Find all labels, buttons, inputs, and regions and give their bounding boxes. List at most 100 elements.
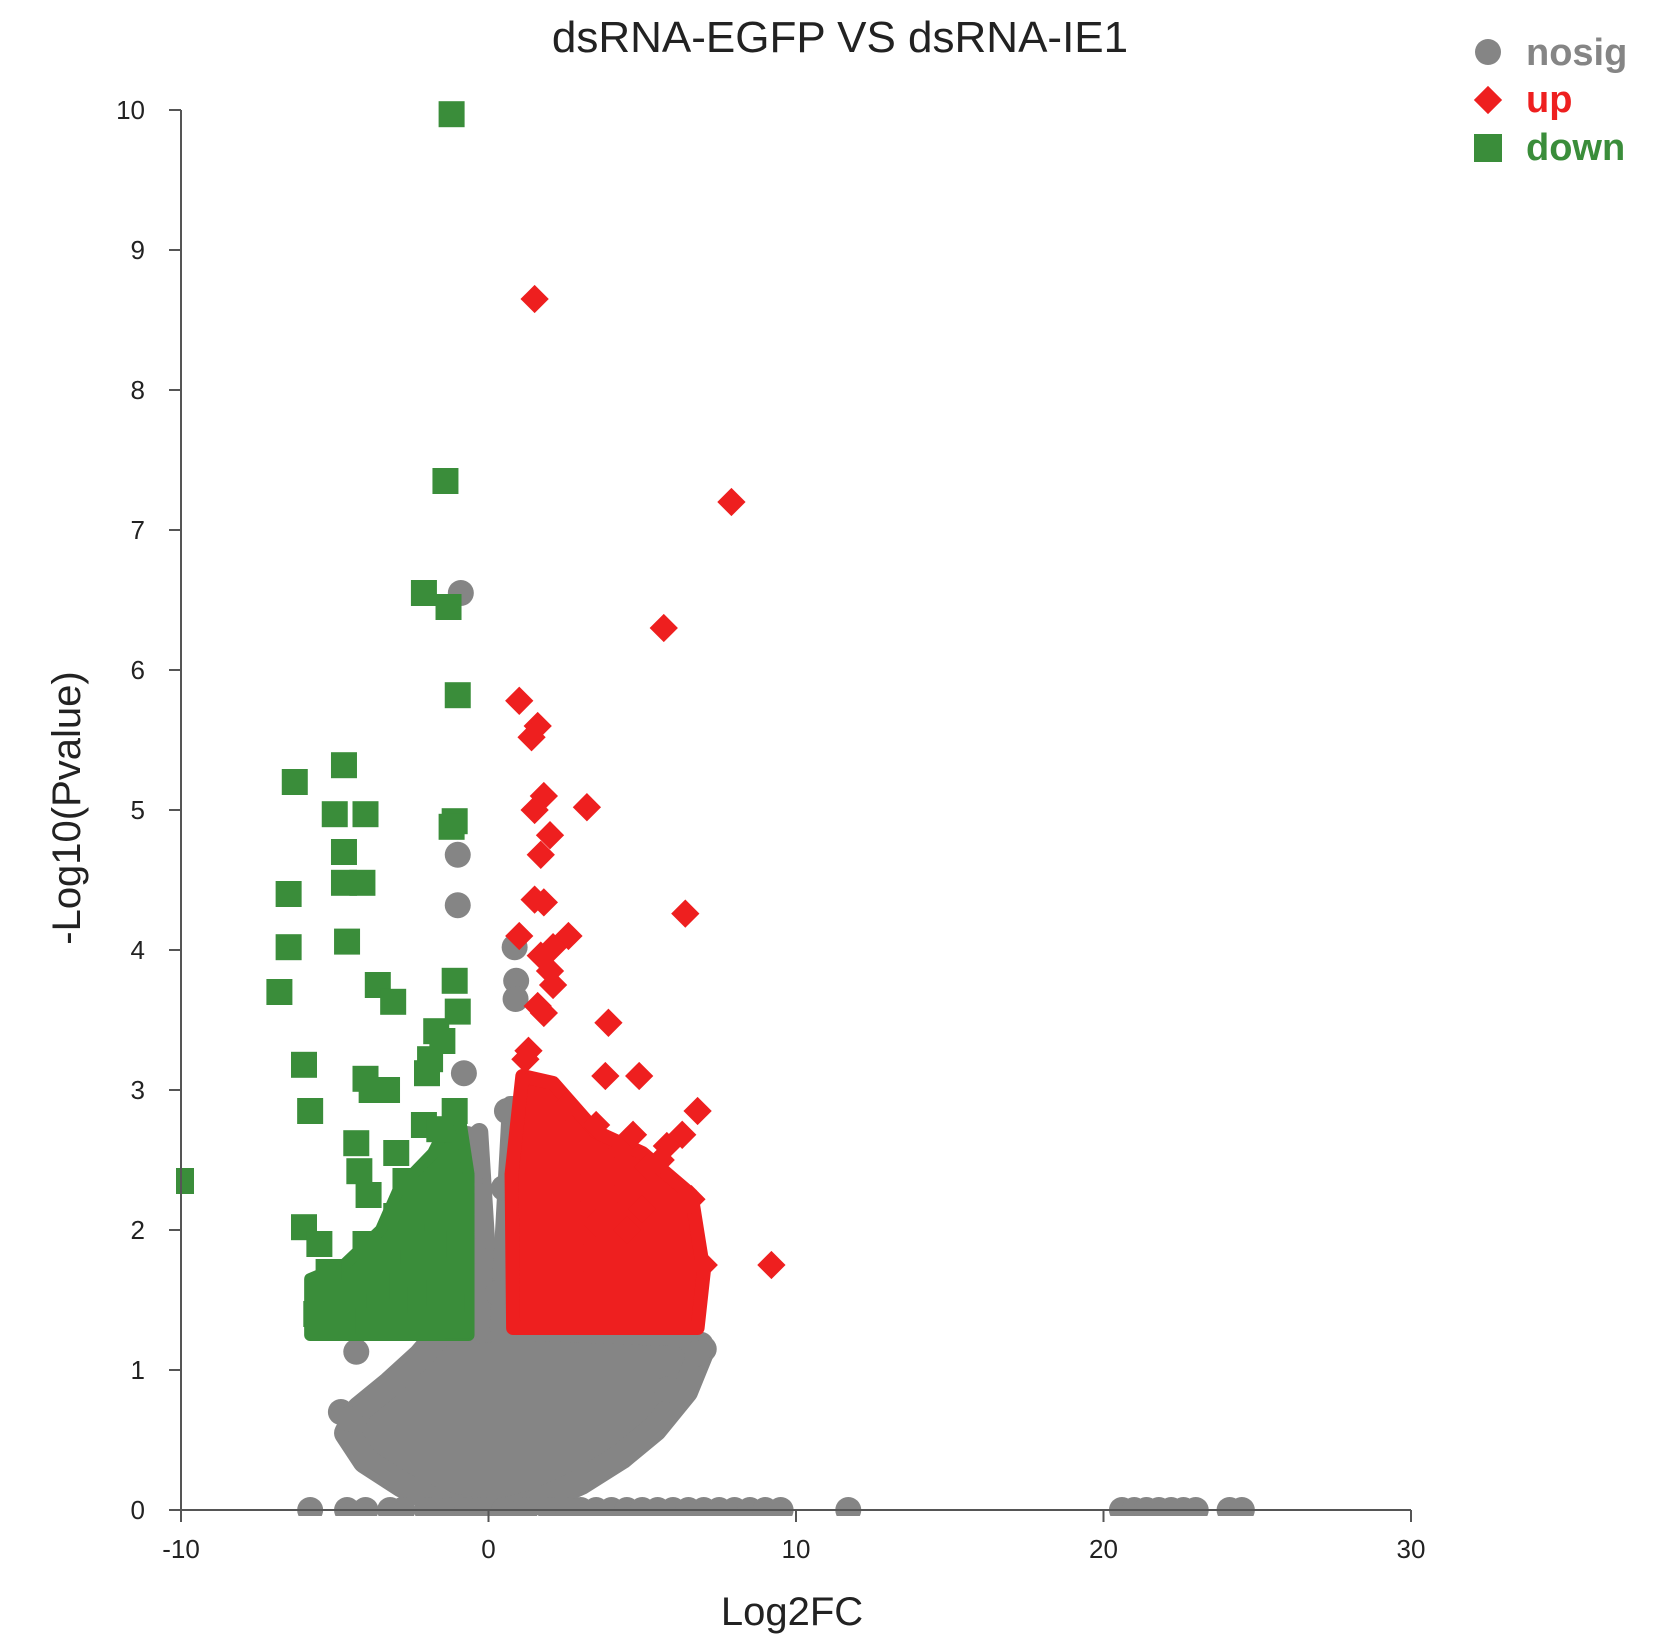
- point-down: [306, 1231, 333, 1257]
- point-up: [649, 613, 678, 643]
- chart-title: dsRNA-EGFP VS dsRNA-IE1: [552, 13, 1128, 62]
- x-tick-label: 20: [1089, 1534, 1118, 1564]
- point-down: [321, 801, 348, 828]
- legend-down-marker: [1474, 134, 1502, 162]
- point-up: [646, 1145, 675, 1175]
- point-down: [303, 1301, 330, 1327]
- point-nosig: [490, 1497, 517, 1516]
- point-down: [432, 468, 459, 494]
- point-up: [643, 1222, 672, 1252]
- point-up: [505, 686, 534, 715]
- point-up: [600, 1157, 629, 1186]
- point-nosig: [502, 986, 529, 1012]
- point-nosig: [389, 1497, 416, 1516]
- point-nosig: [450, 1060, 477, 1087]
- y-tick-label: 1: [131, 1355, 145, 1385]
- point-nosig: [297, 1497, 324, 1516]
- y-tick-label: 5: [131, 795, 145, 825]
- y-tick-label: 2: [131, 1215, 145, 1245]
- point-nosig: [337, 1406, 364, 1432]
- point-nosig: [835, 1497, 862, 1516]
- point-up: [529, 998, 558, 1028]
- point-down: [343, 1130, 370, 1157]
- point-down: [414, 1060, 440, 1087]
- point-up: [689, 1250, 718, 1280]
- point-up: [594, 1008, 623, 1037]
- point-up: [717, 487, 746, 517]
- y-tick-label: 3: [131, 1075, 145, 1105]
- point-up: [538, 970, 568, 1000]
- point-down: [275, 934, 302, 961]
- point-down: [355, 1182, 382, 1208]
- point-down: [297, 1098, 324, 1124]
- x-ticks: -10 0 10 20 30: [162, 1510, 1425, 1564]
- legend: nosig up down: [1473, 32, 1627, 169]
- point-nosig: [484, 1280, 511, 1306]
- point-up: [572, 793, 602, 822]
- point-up: [505, 921, 534, 951]
- point-down: [352, 801, 379, 828]
- point-down: [444, 1312, 471, 1339]
- point-up: [618, 1120, 648, 1149]
- point-up: [535, 821, 565, 850]
- point-up: [683, 1096, 712, 1126]
- point-nosig: [444, 892, 471, 919]
- x-axis-title: Log2FC: [721, 1590, 863, 1634]
- nosig-density: [334, 1315, 714, 1516]
- point-down: [441, 967, 468, 994]
- point-down: [334, 928, 361, 955]
- data-layer: [176, 101, 1255, 1516]
- point-down: [435, 594, 462, 620]
- point-up: [520, 795, 549, 825]
- legend-nosig-marker: [1475, 39, 1501, 65]
- point-nosig: [444, 841, 471, 868]
- point-down: [426, 1116, 453, 1143]
- point-nosig: [767, 1497, 794, 1516]
- y-tick-label: 8: [131, 375, 145, 405]
- point-up: [665, 1190, 694, 1219]
- point-down: [281, 769, 308, 795]
- point-down: [349, 869, 376, 896]
- point-up: [551, 1092, 580, 1121]
- y-axis-title: -Log10(Pvalue): [45, 671, 89, 945]
- point-up: [511, 1045, 540, 1074]
- point-down: [392, 1168, 419, 1194]
- y-tick-label: 0: [131, 1495, 145, 1525]
- x-tick-label: 30: [1397, 1534, 1426, 1564]
- y-tick-label: 4: [131, 935, 145, 965]
- series-up: [504, 284, 786, 1335]
- point-down: [374, 1238, 401, 1264]
- point-up: [628, 1194, 657, 1224]
- point-up: [671, 899, 700, 928]
- point-up: [597, 1229, 626, 1259]
- point-up: [569, 1243, 598, 1273]
- point-down: [438, 813, 465, 840]
- point-nosig: [653, 1376, 680, 1403]
- y-ticks: 0 1 2 3 4 5 6 7 8 9 10: [116, 95, 181, 1525]
- point-up: [520, 284, 549, 314]
- point-up: [625, 1061, 654, 1091]
- point-down: [346, 1158, 373, 1185]
- point-nosig: [503, 967, 530, 994]
- x-tick-label: 10: [782, 1534, 811, 1564]
- point-down: [275, 881, 302, 907]
- point-up: [526, 840, 555, 869]
- point-nosig: [1228, 1497, 1255, 1516]
- x-tick-label: 0: [481, 1534, 495, 1564]
- point-down: [410, 580, 437, 606]
- point-nosig: [684, 1340, 711, 1367]
- point-nosig: [512, 1497, 539, 1516]
- point-nosig: [352, 1497, 379, 1516]
- point-up: [529, 888, 558, 917]
- legend-down-label: down: [1526, 127, 1625, 169]
- y-tick-label: 6: [131, 655, 145, 685]
- point-down: [438, 101, 465, 128]
- point-up: [581, 1110, 611, 1140]
- point-nosig: [343, 1338, 370, 1365]
- point-down: [330, 752, 357, 779]
- point-up: [517, 723, 546, 752]
- point-nosig: [414, 1497, 440, 1516]
- point-down: [266, 979, 293, 1005]
- legend-nosig-label: nosig: [1526, 32, 1627, 74]
